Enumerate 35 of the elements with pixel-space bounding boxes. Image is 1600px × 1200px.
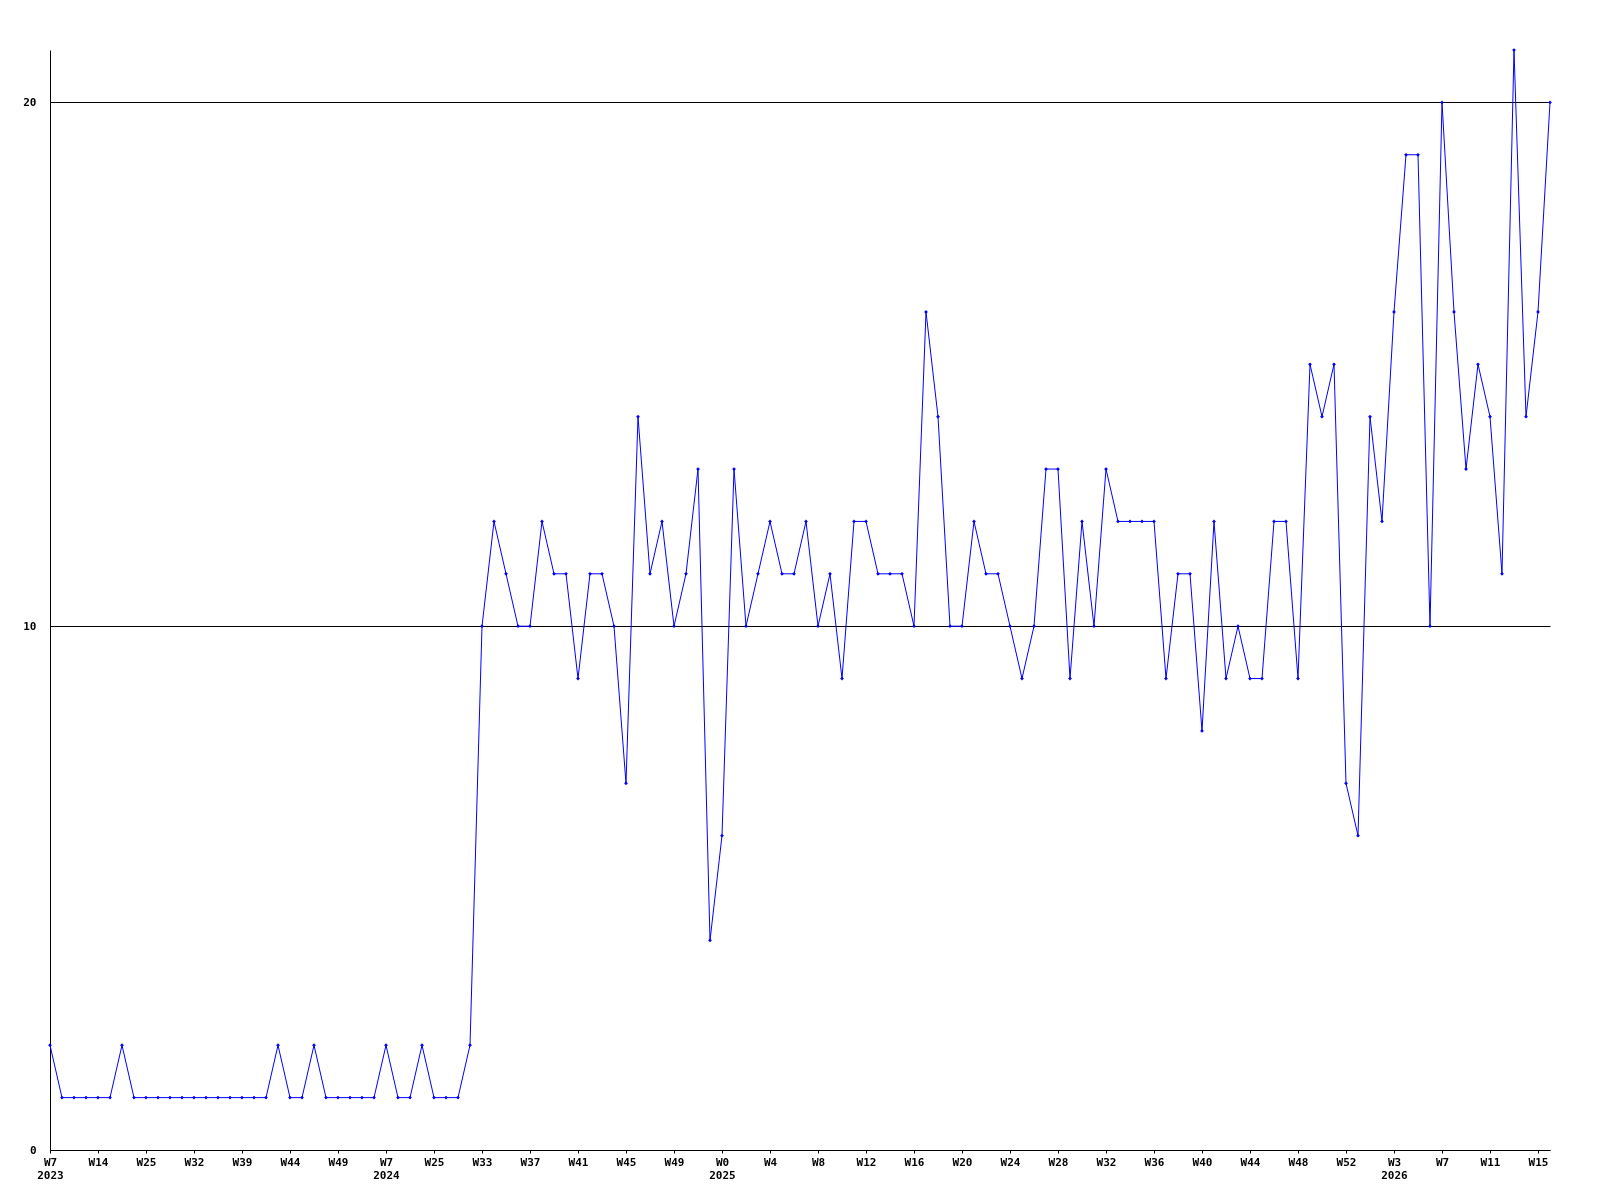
x-tick-label: W12: [856, 1155, 877, 1169]
x-tick-label: W20: [952, 1155, 973, 1169]
x-tick-label: W48: [1288, 1155, 1309, 1169]
x-tick-label: W15: [1528, 1155, 1549, 1169]
x-tick-label: W4: [763, 1155, 778, 1169]
x-tick-label: W32: [184, 1155, 205, 1169]
y-tick-label: 0: [29, 1143, 37, 1157]
x-tick-label: W39: [232, 1155, 253, 1169]
x-tick-label: W8: [811, 1155, 826, 1169]
x-tick-label: W49: [664, 1155, 685, 1169]
x-tick-label: W49: [328, 1155, 349, 1169]
x-tick-label: W37: [520, 1155, 541, 1169]
x-tick-label: W28: [1048, 1155, 1069, 1169]
x-tick-label: W36: [1144, 1155, 1165, 1169]
x-tick-label: W52: [1336, 1155, 1357, 1169]
x-tick-label: W44: [280, 1155, 301, 1169]
x-tick-label: W45: [616, 1155, 637, 1169]
x-tick-label: W3 2026: [1381, 1155, 1409, 1182]
x-tick-label: W40: [1192, 1155, 1213, 1169]
x-tick-label: W7: [1435, 1155, 1450, 1169]
x-tick-label: W7 2024: [373, 1155, 401, 1182]
x-tick-label: W7 2023: [37, 1155, 64, 1182]
x-tick-label: W16: [904, 1155, 925, 1169]
y-tick-label: 10: [23, 619, 37, 633]
x-tick-label: W25: [424, 1155, 445, 1169]
x-tick-label: W41: [568, 1155, 589, 1169]
x-tick-label: W11: [1480, 1155, 1501, 1169]
x-tick-label: W44: [1240, 1155, 1261, 1169]
x-tick-label: W32: [1096, 1155, 1117, 1169]
x-tick-label: W0 2025: [709, 1155, 736, 1182]
x-tick-label: W33: [472, 1155, 493, 1169]
x-tick-label: W14: [88, 1155, 109, 1169]
y-tick-label: 20: [23, 95, 37, 109]
x-tick-label: W24: [1000, 1155, 1021, 1169]
x-tick-label: W25: [136, 1155, 157, 1169]
